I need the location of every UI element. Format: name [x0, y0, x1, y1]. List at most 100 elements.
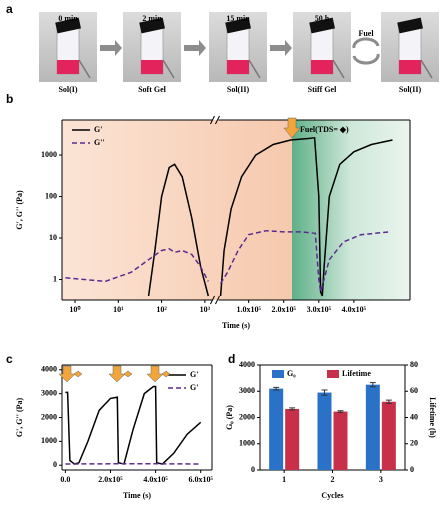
fuel-arrow: [58, 117, 301, 383]
sample: [57, 60, 79, 74]
y-tick-label: 0: [251, 465, 255, 474]
stand: [420, 59, 433, 79]
x-tick-label: 10⁰: [69, 305, 81, 314]
bar: [381, 401, 396, 470]
panel-label: c: [6, 352, 13, 366]
y-tick-label: 100: [45, 191, 57, 200]
legend-swatch: [327, 370, 339, 378]
x-tick-label: 3.0x10⁵: [307, 305, 332, 314]
x-tick-label: 2.0x10⁵: [98, 475, 123, 484]
y2-tick-label: 60: [410, 386, 418, 395]
y2-axis-label: Lifetime (h): [428, 397, 437, 438]
bar: [285, 408, 300, 470]
x-tick-label: 10²: [156, 305, 167, 314]
x-tick-label: 3: [379, 475, 383, 484]
vial-cap: [309, 17, 335, 34]
y-tick-label: 1000: [41, 150, 57, 159]
y-tick-label: 4000: [41, 365, 57, 374]
sample: [311, 60, 333, 74]
axis-frame: [218, 119, 410, 301]
bar: [365, 384, 380, 470]
step-arrow: [100, 40, 122, 56]
y-axis-label: G', G'' (Pa): [15, 190, 24, 230]
x-tick-label: 4.0x10⁵: [143, 475, 168, 484]
phase-background: [292, 120, 410, 300]
stand: [78, 59, 91, 79]
caption: Soft Gel: [138, 85, 167, 94]
chart: 1 10 100 1000 G', G'' (Pa) Time (s) 10⁰ 10¹ 10² 1…: [15, 115, 411, 330]
time-label: 50 h: [315, 14, 330, 23]
chart: 0 1000 2000 3000 4000 G', G'' (Pa) Time (s) 0.0…: [15, 364, 214, 500]
photo-strip: Sol(I) Soft Gel Sol(II) Stiff Gel Sol(II) 0 m…: [39, 12, 439, 94]
y2-tick-label: 80: [410, 360, 418, 369]
legend-label: G': [190, 370, 198, 379]
y-axis-label: G', G'' (Pa): [15, 398, 24, 438]
error-bar: [321, 389, 328, 396]
series-line: [65, 385, 202, 465]
y2-tick-label: 40: [410, 412, 418, 421]
time-label: 15 min: [226, 14, 250, 23]
bar: [269, 388, 284, 470]
legend-swatch: [272, 370, 284, 378]
error-bar: [289, 407, 296, 411]
y-tick-label: 0: [53, 460, 57, 469]
y2-tick-label: 20: [410, 439, 418, 448]
bar: [317, 392, 332, 470]
caption: Stiff Gel: [308, 85, 337, 94]
y-tick-label: 3000: [41, 388, 57, 397]
stand: [162, 59, 175, 79]
x-tick-label: 2: [331, 475, 335, 484]
annotation: Fuel(TDS= ◆): [300, 125, 349, 134]
legend-label: G₀: [287, 369, 296, 378]
time-label: 2 min: [142, 14, 162, 23]
phase-background: [62, 120, 292, 300]
error-bar: [369, 382, 376, 388]
x-tick-label: 1: [282, 475, 286, 484]
x-tick-label: 0.0: [60, 475, 70, 484]
vial-cap: [397, 17, 423, 34]
x-tick-label: 10³: [200, 305, 211, 314]
vial-cap: [139, 17, 165, 34]
y-tick-label: 10: [49, 233, 57, 242]
x-axis-label: Cycles: [321, 491, 343, 500]
vial-cap: [225, 17, 251, 34]
vial-cap: [55, 17, 81, 34]
x-axis-label: Time (s): [222, 321, 250, 330]
error-bar: [273, 386, 280, 391]
time-label: 0 min: [58, 14, 78, 23]
legend-label: G': [94, 125, 102, 134]
y-tick-label: 1000: [41, 436, 57, 445]
cycle-arrow: [352, 37, 380, 49]
axis-frame: [62, 364, 212, 471]
y-tick-label: 1000: [239, 439, 255, 448]
legend-label: G'': [94, 138, 105, 147]
fuel-label: Fuel: [358, 29, 374, 38]
x-tick-label: 1.0x10⁵: [236, 305, 261, 314]
axis-break: [210, 115, 220, 125]
step-arrow: [184, 40, 206, 56]
stand: [332, 59, 345, 79]
axis-frame: [62, 119, 213, 301]
series-line: [147, 136, 393, 297]
panel-label: b: [6, 92, 13, 106]
x-axis-label: Time (s): [123, 491, 151, 500]
y-axis-label: G₀ (Pa): [225, 405, 234, 430]
x-tick-label: 6.0x10⁵: [189, 475, 214, 484]
caption: Sol(I): [58, 85, 77, 94]
sample: [227, 60, 249, 74]
x-tick-label: 4.0x10⁵: [342, 305, 367, 314]
panel-label: d: [228, 352, 235, 366]
x-tick-label: 2.0x10⁵: [272, 305, 297, 314]
y-tick-label: 2000: [41, 412, 57, 421]
series-line: [65, 229, 390, 293]
error-bar: [337, 410, 344, 413]
y-tick-label: 1: [53, 274, 57, 283]
stand: [248, 59, 261, 79]
y-tick-label: 4000: [239, 360, 255, 369]
caption: Sol(II): [227, 85, 250, 94]
y2-tick-label: 0: [410, 465, 414, 474]
axis-break: [210, 295, 220, 305]
sample: [399, 60, 421, 74]
